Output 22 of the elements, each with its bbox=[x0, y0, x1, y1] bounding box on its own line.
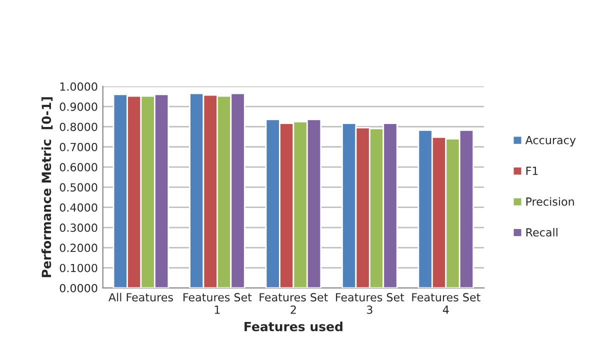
y-tick-label: 0.1000 bbox=[60, 264, 98, 272]
y-tick-label: 0.0000 bbox=[60, 284, 98, 292]
legend-label: Recall bbox=[526, 228, 558, 237]
y-tick-label: 0.8000 bbox=[60, 122, 98, 132]
y-tick-label: 1.0000 bbox=[60, 82, 98, 91]
legend-label: Accuracy bbox=[525, 136, 576, 146]
x-tick-label: All Features bbox=[108, 292, 173, 302]
x-axis-title: Features used bbox=[244, 322, 342, 332]
x-tick-label: Features Set 2 bbox=[260, 293, 328, 314]
y-tick-label: 0.3000 bbox=[60, 223, 98, 232]
y-tick-label: 0.6000 bbox=[60, 163, 98, 172]
x-tick-label: Features Set 4 bbox=[412, 293, 480, 314]
legend-label: Precision bbox=[526, 197, 574, 206]
y-tick-label: 0.9000 bbox=[60, 102, 98, 111]
y-tick-label: 0.4000 bbox=[60, 203, 98, 212]
x-tick-label: Features Set 1 bbox=[184, 293, 252, 314]
legend-label: F1 bbox=[526, 166, 538, 175]
x-tick-label: Features Set 3 bbox=[336, 293, 404, 314]
y-axis-title: Performance Metric [0-1] bbox=[41, 97, 53, 278]
y-tick-label: 0.5000 bbox=[60, 183, 98, 192]
y-tick-label: 0.2000 bbox=[60, 244, 98, 252]
y-tick-label: 0.7000 bbox=[60, 142, 98, 152]
